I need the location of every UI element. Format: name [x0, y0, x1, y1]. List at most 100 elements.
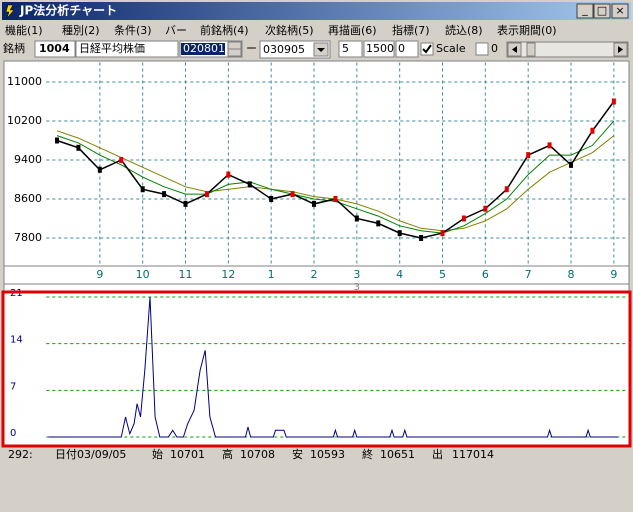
status-text: 10708 — [240, 448, 275, 461]
y-tick-label: 14 — [10, 335, 23, 346]
field3-value: 0 — [398, 42, 405, 55]
menu-item[interactable]: 読込(8) — [445, 23, 483, 37]
y-tick-label: 10200 — [7, 114, 42, 127]
price-marker — [461, 215, 466, 222]
menu-item[interactable]: 条件(3) — [114, 23, 152, 37]
end-combo[interactable] — [259, 40, 331, 59]
range-dash: ー — [246, 42, 257, 55]
toolbar: 銘柄 1004 日経平均株価 020801 ー 030905 5 1500 0 … — [3, 40, 629, 59]
y-tick-label: 0 — [10, 428, 16, 439]
y-tick-label: 8600 — [14, 192, 42, 205]
x-tick-label: 8 — [568, 268, 575, 281]
price-marker — [569, 161, 574, 168]
price-marker — [183, 200, 188, 207]
price-marker — [397, 230, 402, 237]
maximize-button[interactable] — [593, 3, 611, 19]
menu-item[interactable]: 種別(2) — [62, 23, 100, 37]
price-marker — [162, 191, 167, 198]
x-tick-label: 9 — [96, 268, 103, 281]
minimize-button[interactable] — [576, 3, 594, 19]
second-checkbox[interactable] — [475, 42, 489, 56]
x-tick-label: 11 — [179, 268, 193, 281]
price-marker — [483, 205, 488, 212]
y-tick-label: 7 — [10, 381, 16, 392]
field2-input[interactable] — [363, 40, 395, 58]
x-tick-label: 6 — [482, 268, 489, 281]
chart-area — [3, 60, 630, 447]
price-marker — [140, 186, 145, 193]
close-label: × — [615, 4, 624, 17]
price-marker — [247, 181, 252, 188]
price-marker — [611, 98, 616, 105]
scrollbar[interactable] — [506, 41, 629, 58]
y-tick-label: 7800 — [14, 231, 42, 244]
price-marker — [504, 186, 509, 193]
status-text: 10701 — [170, 448, 205, 461]
second-label: 0 — [491, 42, 498, 55]
x-tick-label: 10 — [136, 268, 150, 281]
close-button[interactable] — [611, 3, 629, 19]
field3-input[interactable] — [395, 40, 419, 58]
price-marker — [333, 196, 338, 202]
field1-input[interactable] — [338, 40, 363, 58]
field2-value: 1500 — [366, 42, 394, 55]
window-title: JP法分析チャート — [19, 3, 117, 18]
symbol-label: 銘柄 — [3, 41, 25, 55]
price-marker — [76, 144, 81, 151]
x-tick-label: 4 — [396, 268, 403, 281]
y-tick-label: 9400 — [14, 153, 42, 166]
status-bar: 292: 日付03/09/05 始 10701 高 10708 安 10593 終 10651 出 1… — [8, 447, 494, 461]
price-marker — [376, 220, 381, 227]
x-tick-label: 12 — [221, 268, 235, 281]
menu-item[interactable]: 前銘柄(4) — [200, 23, 249, 37]
title-bar — [2, 2, 631, 20]
scroll-thumb[interactable] — [526, 42, 536, 57]
menu-item[interactable]: 指標(7) — [392, 23, 430, 37]
price-marker — [354, 215, 359, 222]
menu-item[interactable]: 表示期間(0) — [497, 23, 557, 37]
name-value: 日経平均株価 — [79, 41, 145, 55]
price-marker — [547, 142, 552, 149]
x-tick-label: 9 — [610, 268, 617, 281]
highlight-box — [1, 290, 632, 448]
spin-up[interactable] — [227, 41, 242, 50]
menu-item[interactable]: 次銘柄(5) — [265, 23, 314, 37]
status-text: 始 — [152, 447, 163, 461]
price-marker — [269, 196, 274, 202]
menu-item[interactable]: 再描画(6) — [328, 23, 377, 37]
status-text: 安 — [292, 447, 303, 461]
maximize-label: □ — [597, 4, 607, 17]
start-value: 020801 — [183, 42, 225, 55]
combo-arrow — [317, 48, 325, 52]
window-buttons: _ □ × — [576, 3, 629, 19]
x-tick-label: 1 — [268, 268, 275, 281]
menu-item[interactable]: 機能(1) — [5, 23, 43, 37]
year-label: 3 — [354, 282, 360, 293]
start-highlight — [181, 43, 225, 55]
code-value: 1004 — [39, 42, 70, 55]
spin-down[interactable] — [227, 48, 242, 57]
price-marker — [97, 166, 102, 173]
price-marker — [590, 127, 595, 134]
scale-label: Scale — [436, 42, 466, 55]
name-input[interactable] — [75, 40, 179, 58]
scroll-right-arrow — [618, 46, 623, 53]
x-tick-label: 7 — [525, 268, 532, 281]
price-marker — [204, 191, 209, 198]
scroll-left-arrow — [512, 46, 517, 53]
app-icon — [5, 4, 15, 19]
y-tick-label: 11000 — [7, 75, 42, 88]
menu-item[interactable]: バー — [165, 24, 187, 37]
status-text: 出 — [432, 447, 443, 461]
menu-bar: 機能(1) 種別(2) 条件(3) バー 前銘柄(4) 次銘柄(5) 再描画(6) 指標(7)… — [5, 23, 557, 37]
code-input[interactable] — [34, 40, 76, 58]
status-text: 10593 — [310, 448, 345, 461]
x-tick-label: 2 — [311, 268, 318, 281]
price-marker — [312, 200, 317, 207]
field1-value: 5 — [342, 42, 349, 55]
x-tick-label: 3 — [353, 268, 360, 281]
status-text: 日付03/09/05 — [55, 448, 126, 461]
status-text: 高 — [222, 447, 233, 461]
price-marker — [419, 235, 424, 241]
